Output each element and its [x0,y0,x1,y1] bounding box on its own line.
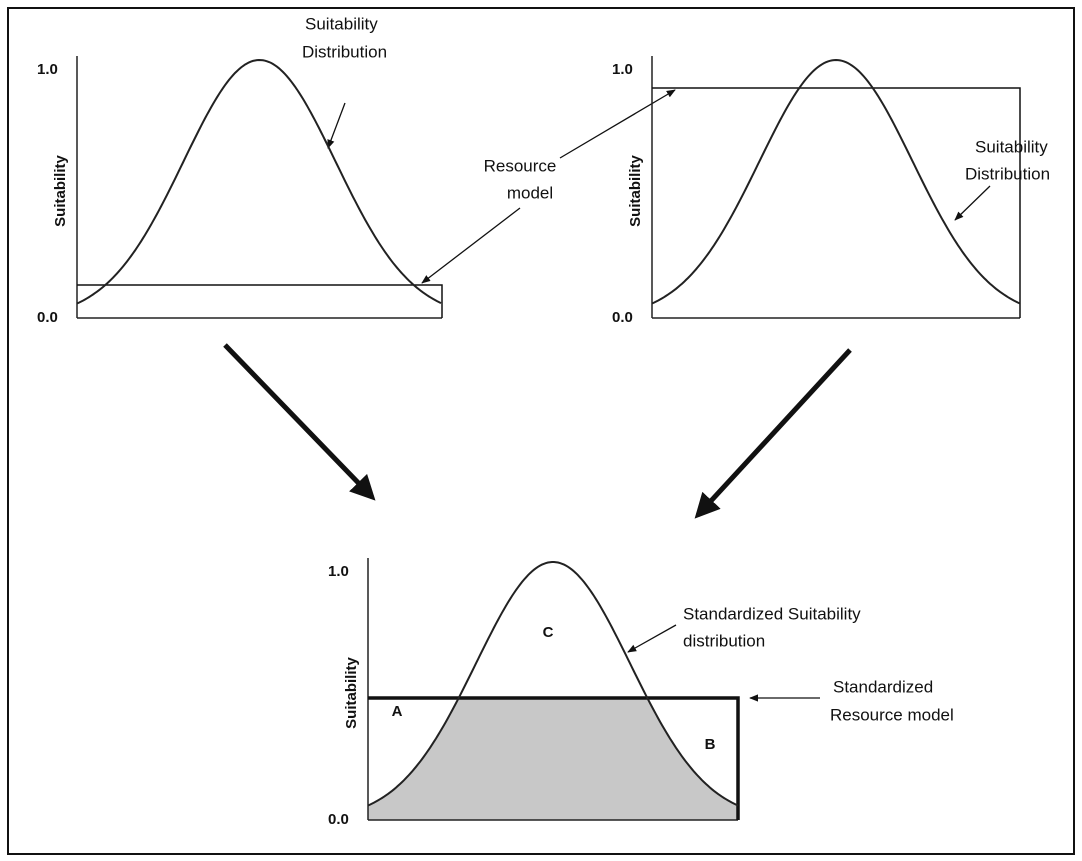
resource-model [368,696,740,820]
pointer [627,624,677,653]
pointer [421,207,521,284]
annotation: model [507,183,553,202]
annotation: Resource [484,156,557,175]
region-label: B [705,736,716,753]
y-axis-label: Suitability [627,155,644,227]
suitability-curve [367,561,739,807]
y-top-label: 1.0 [37,61,58,78]
pointer [559,89,676,159]
region-label: C [543,624,554,641]
flow-arrow [694,348,852,519]
annotation: Standardized Suitability [683,604,861,623]
pointer [327,102,346,149]
y-bottom-label: 0.0 [328,811,349,828]
y-bottom-label: 0.0 [612,309,633,326]
y-top-label: 1.0 [328,563,349,580]
flow-arrow [223,343,376,501]
y-axis-label: Suitability [52,155,69,227]
y-axis-label: Suitability [343,657,360,729]
shaded-area [368,698,738,820]
annotation: Distribution [302,42,387,61]
annotation: Resource model [830,705,954,724]
suitability-curve [651,58,1021,305]
annotation: distribution [683,631,765,650]
annotation: Standardized [833,677,933,696]
annotation: Distribution [965,164,1050,183]
resource-model [77,284,443,318]
y-top-label: 1.0 [612,61,633,78]
pointer [954,185,991,221]
annotation: Suitability [975,137,1048,156]
region-label: A [392,703,403,720]
resource-model [652,87,1021,318]
suitability-curve [76,58,442,305]
annotation: Suitability [305,14,378,33]
frame [7,7,1075,855]
y-bottom-label: 0.0 [37,309,58,326]
